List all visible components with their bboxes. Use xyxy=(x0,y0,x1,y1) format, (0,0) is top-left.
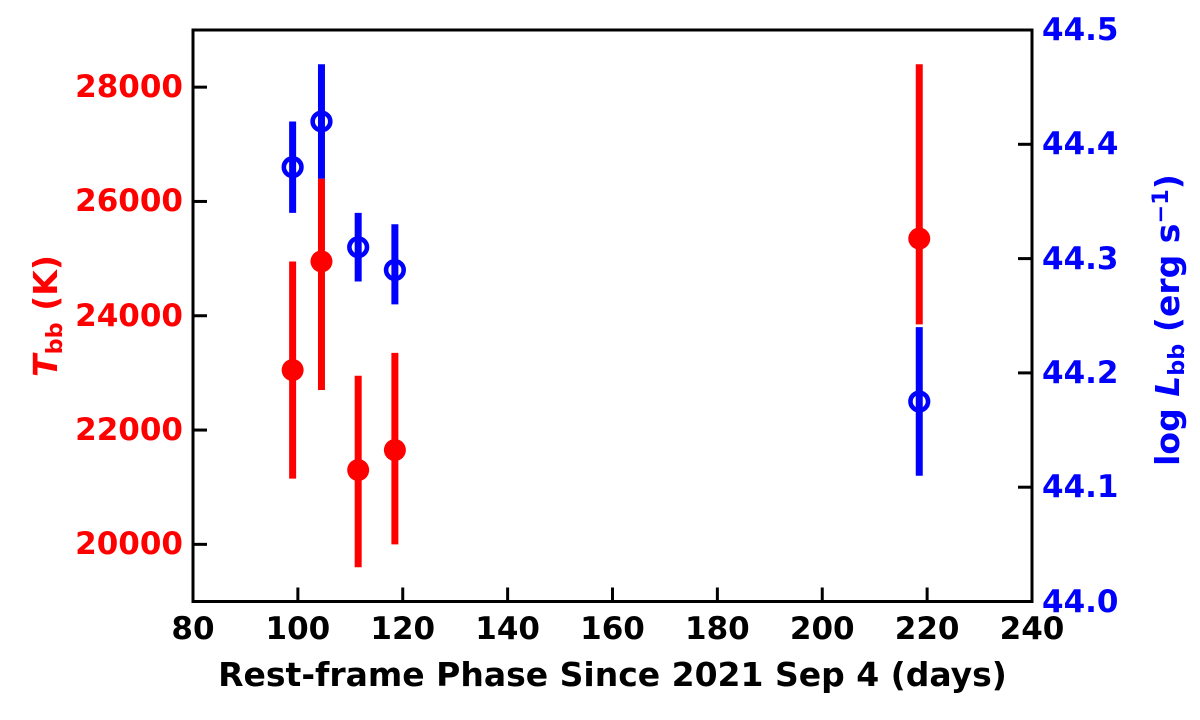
right-tick-label: 44.2 xyxy=(1042,354,1119,391)
left-tick-label: 20000 xyxy=(75,526,183,563)
left-axis-symbol: T xyxy=(26,354,65,377)
x-tick-label: 180 xyxy=(685,610,750,647)
right-tick-label: 44.3 xyxy=(1042,240,1119,277)
x-axis-label-text: Rest-frame Phase Since 2021 Sep 4 (days) xyxy=(218,655,1007,694)
left-tick-label: 28000 xyxy=(75,69,183,106)
right-axis-subscript: bb xyxy=(1164,343,1191,376)
right-axis-prefix: log xyxy=(1148,396,1188,466)
x-tick-label: 220 xyxy=(894,610,960,647)
data-point-marker-open xyxy=(347,236,370,259)
left-tick-label: 26000 xyxy=(75,183,183,220)
right-tick-label: 44.4 xyxy=(1042,126,1119,163)
data-point-marker-open xyxy=(383,258,406,282)
x-tick-label: 100 xyxy=(265,610,331,647)
right-tick-label: 44.0 xyxy=(1042,583,1119,620)
data-point-marker-filled xyxy=(347,459,370,482)
data-point-marker-open xyxy=(908,390,931,413)
x-axis-label: Rest-frame Phase Since 2021 Sep 4 (days) xyxy=(193,648,1032,702)
x-tick-label: 200 xyxy=(789,610,855,647)
data-point-marker-filled xyxy=(310,250,333,273)
data-point-marker-filled xyxy=(281,359,304,382)
data-point-marker-filled xyxy=(383,439,406,462)
right-axis-superscript: −1 xyxy=(1148,189,1174,224)
data-point-marker-open xyxy=(281,156,304,179)
x-tick-label: 160 xyxy=(580,610,645,647)
x-tick-label: 140 xyxy=(475,610,540,647)
x-tick-label: 120 xyxy=(370,610,436,647)
x-tick-label: 240 xyxy=(999,610,1065,647)
left-tick-label: 24000 xyxy=(75,297,183,334)
x-tick-label: 80 xyxy=(171,610,215,647)
plot-frame xyxy=(191,28,1034,603)
right-tick-label: 44.1 xyxy=(1042,469,1119,506)
right-axis-units-close: ) xyxy=(1148,174,1188,190)
data-point-marker-filled xyxy=(908,227,931,250)
left-tick-label: 22000 xyxy=(75,412,183,449)
right-tick-label: 44.5 xyxy=(1042,12,1119,48)
data-point-marker-open xyxy=(310,110,333,133)
